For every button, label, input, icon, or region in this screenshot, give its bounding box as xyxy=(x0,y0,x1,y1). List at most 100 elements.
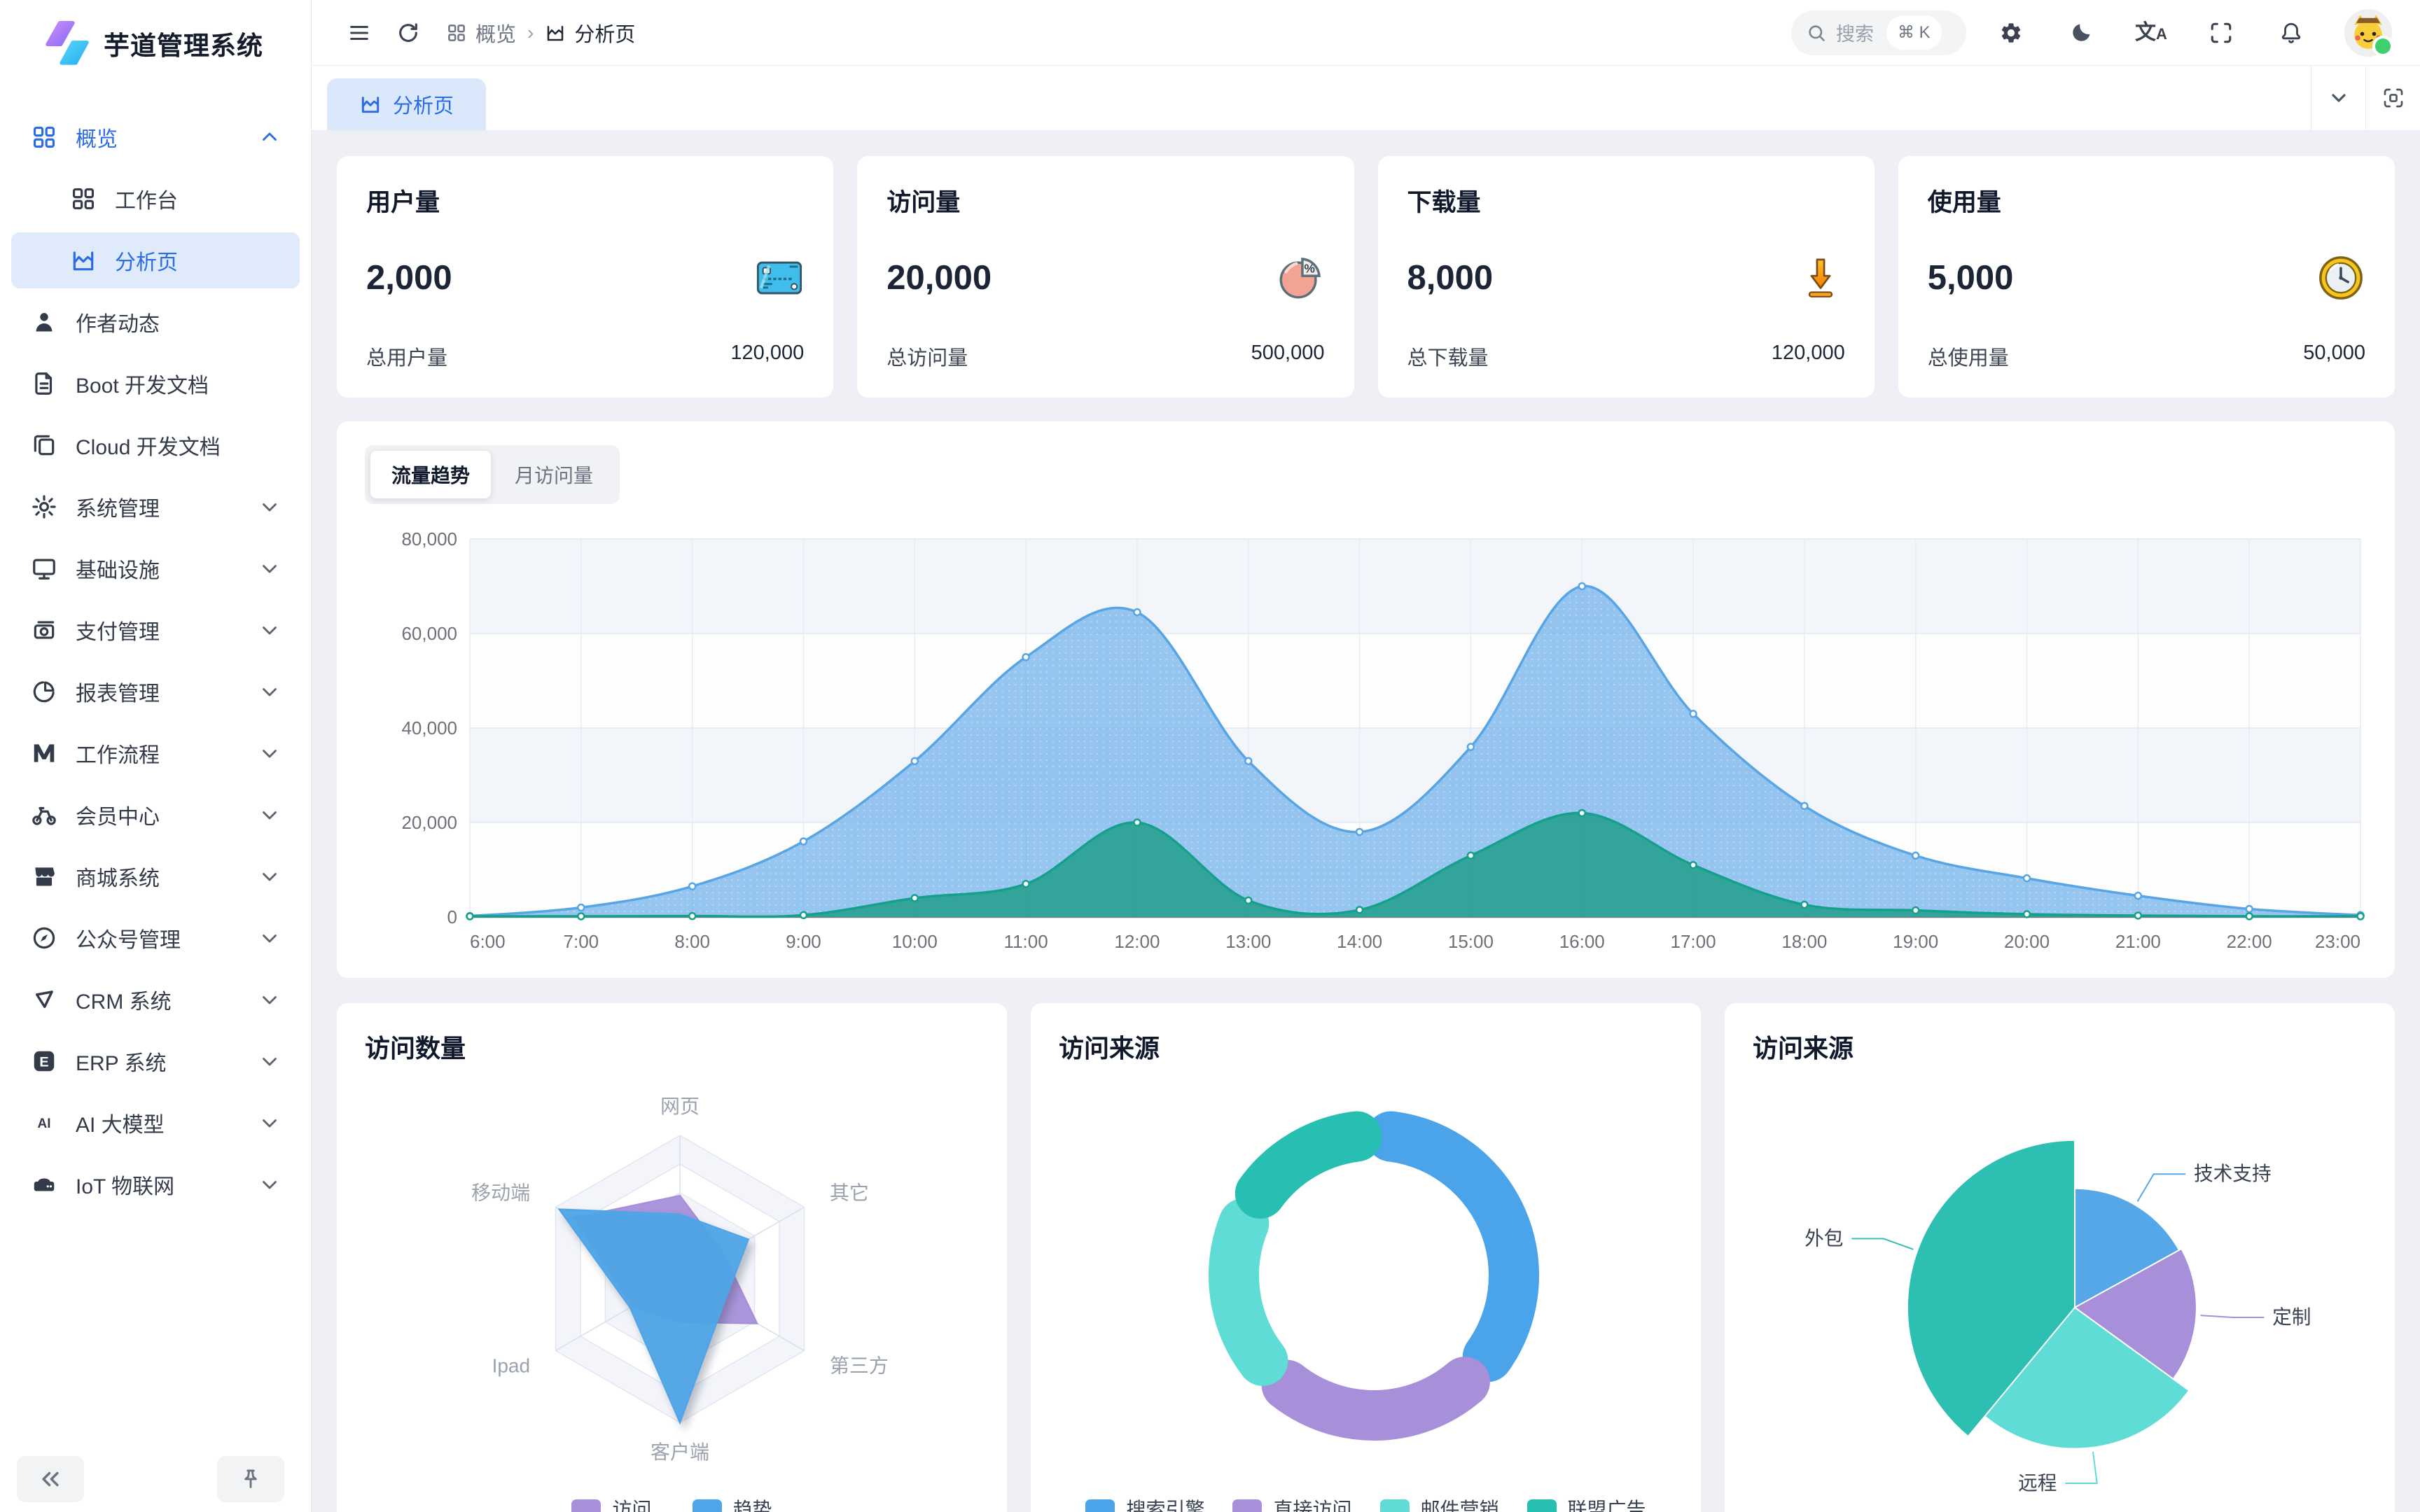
shop-icon xyxy=(29,862,59,891)
stat-card-value: 20,000 xyxy=(886,259,992,297)
traffic-trend-chart: 0 20,000 40,000 60,000 80,000 6:00 7:00 8:00 9:0… xyxy=(401,528,2365,952)
app-title: 芋道管理系统 xyxy=(104,31,263,60)
donut-legend-item-1[interactable]: 直接访问 xyxy=(1232,1494,1352,1512)
donut-legend-item-2[interactable]: 邮件营销 xyxy=(1379,1494,1499,1512)
refresh-button[interactable] xyxy=(389,13,428,52)
svg-text:%: % xyxy=(1304,262,1315,276)
sidebar-collapse-button[interactable] xyxy=(17,1456,84,1502)
legend-swatch xyxy=(1527,1499,1557,1512)
panel-title: 访问数量 xyxy=(365,1034,466,1063)
sidebar-item-11[interactable]: 会员中心 xyxy=(11,787,300,843)
sidebar-item-0[interactable]: 概览 xyxy=(11,109,300,165)
settings-button[interactable] xyxy=(1991,13,2031,52)
breadcrumb: 概览 › 分析页 xyxy=(446,18,635,48)
legend-swatch xyxy=(571,1499,601,1512)
svg-text:移动端: 移动端 xyxy=(471,1182,530,1204)
trend-tab-0[interactable]: 流量趋势 xyxy=(370,451,492,498)
radar-legend-item-0[interactable]: 访问 xyxy=(571,1494,652,1512)
sidebar-item-label: Boot 开发文档 xyxy=(76,374,209,398)
menu-toggle-button[interactable] xyxy=(340,13,379,52)
svg-text:9:00: 9:00 xyxy=(786,931,821,952)
sidebar-item-3[interactable]: 作者动态 xyxy=(11,294,300,350)
sidebar-item-10[interactable]: 工作流程 xyxy=(11,725,300,781)
tab-label: 分析页 xyxy=(393,95,454,118)
language-button[interactable]: 文A xyxy=(2132,13,2171,52)
expand-icon xyxy=(2384,88,2402,108)
grid-icon xyxy=(446,22,467,43)
sidebar-item-5[interactable]: Cloud 开发文档 xyxy=(11,417,300,473)
trend-tab-group: 流量趋势 月访问量 xyxy=(365,445,620,504)
svg-text:22:00: 22:00 xyxy=(2227,931,2272,952)
donut-legend-item-3[interactable]: 联盟广告 xyxy=(1527,1494,1646,1512)
svg-text:8:00: 8:00 xyxy=(674,931,710,952)
payment-icon xyxy=(29,615,59,645)
fullscreen-button[interactable] xyxy=(2202,13,2241,52)
radar-legend-item-1[interactable]: 趋势 xyxy=(692,1494,772,1512)
sidebar-item-15[interactable]: E ERP 系统 xyxy=(11,1033,300,1089)
svg-text:第三方: 第三方 xyxy=(830,1355,889,1377)
content-fullscreen-button[interactable] xyxy=(2365,66,2420,130)
sidebar-item-label: 概览 xyxy=(76,128,118,151)
sidebar-item-7[interactable]: 基础设施 xyxy=(11,540,300,596)
sidebar-item-1[interactable]: 工作台 xyxy=(11,171,300,227)
ai-icon: AI xyxy=(29,1108,59,1138)
person-icon xyxy=(29,307,59,337)
notifications-button[interactable] xyxy=(2272,13,2311,52)
chevron-down-icon xyxy=(258,1111,281,1135)
svg-text:80,000: 80,000 xyxy=(401,528,457,550)
sidebar-item-6[interactable]: 系统管理 xyxy=(11,479,300,535)
tab-menu-button[interactable] xyxy=(2311,66,2365,130)
sidebar-item-label: 报表管理 xyxy=(76,682,160,706)
sidebar-item-label: 支付管理 xyxy=(76,621,160,644)
svg-text:13:00: 13:00 xyxy=(1225,931,1271,952)
translate-icon: 文A xyxy=(2135,20,2167,44)
stat-card-total-value: 50,000 xyxy=(2303,342,2365,364)
visit-source-donut-panel: 访问来源 搜索引擎 直接访问 邮件营销 联盟广告 xyxy=(1031,1003,1701,1512)
chevron-down-icon xyxy=(258,864,281,888)
pie-icon xyxy=(29,677,59,706)
sidebar-item-14[interactable]: CRM 系统 xyxy=(11,972,300,1028)
sidebar-item-17[interactable]: IoT 物联网 xyxy=(11,1156,300,1212)
legend-swatch xyxy=(1232,1499,1263,1512)
chart-icon xyxy=(69,246,98,275)
sidebar-item-label: CRM 系统 xyxy=(76,990,172,1014)
chevron-up-icon xyxy=(258,125,281,149)
visit-count-panel: 访问数量 网页 其它 第三方 客户端 Ipad 移动端 访问 趋势 xyxy=(337,1003,1007,1512)
sidebar-item-label: 工作流程 xyxy=(76,744,160,767)
user-avatar[interactable] xyxy=(2344,8,2393,57)
svg-text:40,000: 40,000 xyxy=(401,718,457,738)
search-input[interactable]: 搜索 ⌘ K xyxy=(1791,10,1966,55)
sidebar-footer xyxy=(0,1456,301,1502)
page-content: 用户量 2,000 总用户量 120,000 访问量 20,000 % 总访问量… xyxy=(312,131,2420,1512)
breadcrumb-item[interactable]: 分析页 xyxy=(545,18,635,48)
sidebar-item-8[interactable]: 支付管理 xyxy=(11,602,300,658)
logo[interactable]: 芋道管理系统 xyxy=(0,0,311,77)
donut-legend: 搜索引擎 直接访问 邮件营销 联盟广告 xyxy=(1059,1494,1673,1512)
tab-analysis[interactable]: 分析页 xyxy=(327,78,487,130)
sidebar-pin-button[interactable] xyxy=(217,1456,284,1502)
sidebar-item-label: 会员中心 xyxy=(76,806,160,829)
chevron-down-icon xyxy=(258,495,281,519)
breadcrumb-item[interactable]: 概览 xyxy=(446,18,516,48)
sidebar-item-label: 基础设施 xyxy=(76,559,160,582)
sidebar-item-13[interactable]: 公众号管理 xyxy=(11,910,300,966)
legend-label: 联盟广告 xyxy=(1567,1499,1646,1512)
trend-tab-1[interactable]: 月访问量 xyxy=(494,451,614,498)
sidebar-item-label: ERP 系统 xyxy=(76,1052,167,1075)
sidebar-item-9[interactable]: 报表管理 xyxy=(11,664,300,720)
sidebar-item-2[interactable]: 分析页 xyxy=(11,232,300,288)
sidebar-item-12[interactable]: 商城系统 xyxy=(11,848,300,904)
sidebar-item-label: 分析页 xyxy=(115,251,178,274)
sidebar-item-16[interactable]: AI AI 大模型 xyxy=(11,1095,300,1151)
sidebar-item-4[interactable]: Boot 开发文档 xyxy=(11,356,300,412)
stat-card-total-value: 500,000 xyxy=(1251,342,1325,364)
radar-legend: 访问 趋势 xyxy=(365,1494,979,1512)
stat-card-total-value: 120,000 xyxy=(1771,342,1845,364)
dark-mode-button[interactable] xyxy=(2061,13,2101,52)
stat-card-total-value: 120,000 xyxy=(730,342,805,364)
chevron-down-icon xyxy=(258,988,281,1011)
sidebar-item-label: 公众号管理 xyxy=(76,929,181,952)
donut-legend-item-0[interactable]: 搜索引擎 xyxy=(1085,1494,1204,1512)
iot-icon xyxy=(29,1170,59,1199)
